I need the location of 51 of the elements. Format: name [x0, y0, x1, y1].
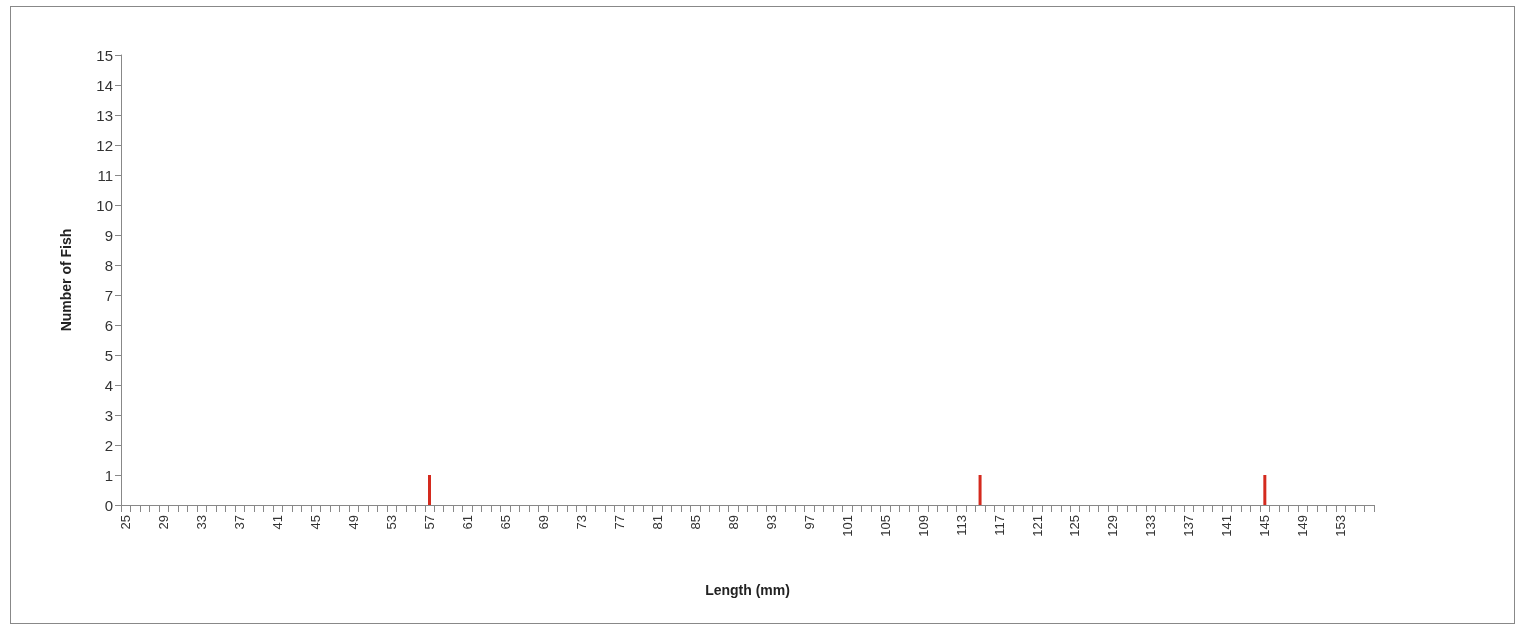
x-tick-label: 37	[232, 515, 248, 530]
x-tick-label: 33	[194, 515, 210, 530]
y-tick-label: 4	[104, 376, 113, 394]
x-tick-label: 149	[1295, 515, 1311, 537]
x-axis-title: Length (mm)	[705, 582, 790, 598]
y-axis-title: Number of Fish	[58, 228, 74, 332]
x-tick-label: 129	[1105, 515, 1121, 537]
x-tick-label: 85	[687, 515, 703, 530]
y-tick-label: 6	[104, 316, 113, 334]
x-tick-label: 61	[459, 515, 475, 530]
x-tick-label: 89	[725, 515, 741, 530]
y-tick-label: 11	[97, 166, 113, 184]
y-tick-label: 15	[96, 46, 113, 64]
x-tick-label: 105	[877, 515, 893, 537]
x-tick-label: 97	[801, 515, 817, 530]
x-tick-label: 133	[1143, 515, 1159, 537]
y-tick-label: 2	[104, 436, 113, 454]
x-tick-label: 53	[384, 515, 400, 530]
x-tick-label: 109	[915, 515, 931, 537]
x-tick-label: 153	[1333, 515, 1349, 537]
x-tick-label: 137	[1181, 515, 1197, 537]
x-tick-label: 29	[156, 515, 172, 530]
x-tick-label: 41	[270, 515, 286, 530]
x-tick-label: 141	[1219, 515, 1235, 537]
y-tick-label: 3	[104, 406, 113, 424]
y-tick-label: 5	[104, 346, 113, 364]
x-tick-label: 73	[573, 515, 589, 530]
x-tick-label: 49	[346, 515, 362, 530]
x-tick-label: 145	[1257, 515, 1273, 537]
y-tick-label: 10	[96, 196, 113, 214]
y-tick-label: 7	[104, 286, 113, 304]
x-tick-label: 93	[763, 515, 779, 530]
x-tick-label: 25	[118, 515, 134, 530]
y-tick-label: 1	[104, 466, 113, 484]
x-tick-label: 121	[1029, 515, 1045, 537]
x-tick-label: 117	[991, 515, 1007, 536]
y-tick-label: 12	[96, 136, 113, 154]
x-tick-label: 65	[497, 515, 513, 530]
x-tick-label: 77	[611, 515, 627, 530]
y-tick-label: 8	[104, 256, 113, 274]
x-tick-label: 81	[649, 515, 665, 530]
x-tick-label: 125	[1067, 515, 1083, 537]
y-tick-label: 13	[96, 106, 113, 124]
y-tick-label: 0	[104, 496, 113, 514]
y-tick-label: 14	[96, 76, 113, 94]
x-tick-label: 57	[422, 515, 437, 530]
y-tick-label: 9	[104, 226, 113, 244]
x-tick-label: 101	[839, 515, 855, 537]
x-tick-label: 45	[308, 515, 324, 530]
x-tick-label: 69	[535, 515, 551, 530]
x-tick-label: 113	[953, 515, 969, 536]
